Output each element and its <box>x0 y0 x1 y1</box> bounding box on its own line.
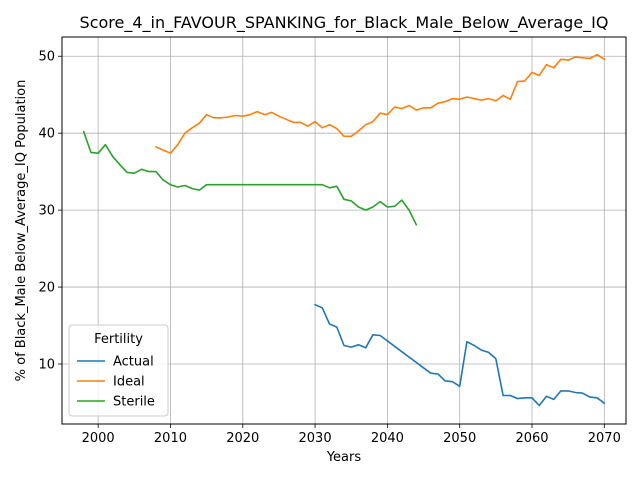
y-axis-label: % of Black_Male Below_Average_IQ Populat… <box>14 80 29 382</box>
legend-label-actual: Actual <box>113 355 154 370</box>
series-line-actual <box>314 303 606 407</box>
axis-ticks: 2000 2010 2020 2030 2040 2050 2060 207010203040… <box>38 50 620 446</box>
series-lines <box>82 53 606 407</box>
x-tick-label: 2030 <box>299 431 332 446</box>
series-line-ideal <box>154 53 606 154</box>
chart-title: Score_4_in_FAVOUR_SPANKING_for_Black_Mal… <box>80 13 609 33</box>
x-tick-label: 2040 <box>371 431 404 446</box>
x-tick-label: 2020 <box>226 431 259 446</box>
legend-label-sterile: Sterile <box>113 395 155 410</box>
x-tick-label: 2050 <box>443 431 476 446</box>
x-tick-label: 2000 <box>82 431 115 446</box>
x-tick-label: 2010 <box>154 431 187 446</box>
y-tick-label: 10 <box>38 357 55 372</box>
legend: Fertility Actual Ideal Sterile <box>68 324 169 417</box>
series-line-sterile <box>82 130 418 226</box>
legend-box <box>68 324 169 417</box>
y-tick-label: 20 <box>38 281 55 296</box>
x-tick-label: 2070 <box>588 431 621 446</box>
x-axis-label: Years <box>326 450 362 465</box>
plot-frame <box>61 36 627 425</box>
y-tick-label: 30 <box>38 204 55 219</box>
y-tick-label: 40 <box>38 127 55 142</box>
legend-label-ideal: Ideal <box>113 375 145 390</box>
y-tick-label: 50 <box>38 50 55 65</box>
legend-title: Fertility <box>94 332 143 347</box>
x-tick-label: 2060 <box>515 431 548 446</box>
